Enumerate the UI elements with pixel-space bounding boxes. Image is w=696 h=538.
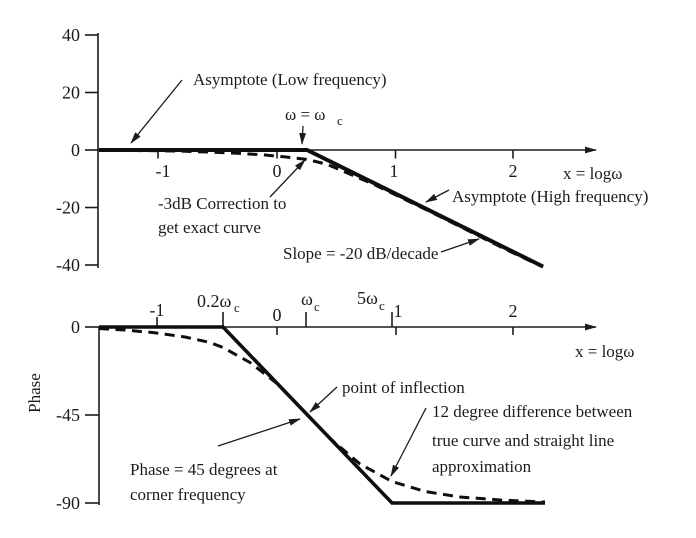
phase-x-label-02wc-sub: c <box>234 300 240 315</box>
mag-arrow-asymptote-low <box>130 79 183 144</box>
mag-y-label-20: 20 <box>62 83 80 103</box>
phase-true-curve-dashed <box>98 327 546 504</box>
mag-y-label-0: 0 <box>71 140 80 160</box>
phase-arrow-45deg <box>217 418 301 447</box>
phase-arrow-12deg <box>390 407 427 477</box>
mag-ann-slope: Slope = -20 dB/decade <box>283 244 438 263</box>
mag-ann-correction-1: -3dB Correction to <box>158 194 286 213</box>
phase-approx-solid <box>99 325 545 505</box>
phase-x-label-5wc-sub: c <box>379 298 385 313</box>
mag-x-label-0: 0 <box>273 161 282 181</box>
mag-ann-omega-eq: ω = ω <box>285 105 325 124</box>
phase-x-label-1: 1 <box>394 301 403 321</box>
mag-y-label-40: 40 <box>62 25 80 45</box>
phase-x-label-2: 2 <box>509 301 518 321</box>
phase-ann-45deg-2: corner frequency <box>130 485 246 504</box>
mag-ann-asymptote-high: Asymptote (High frequency) <box>452 187 648 206</box>
phase-ann-12deg-3: approximation <box>432 457 532 476</box>
mag-arrow-correction <box>269 159 306 198</box>
phase-plot: 0 -45 -90 Phase -1 0.2ω c 0 ω c 5ω c 1 2… <box>25 288 635 513</box>
mag-x-label-2: 2 <box>509 161 518 181</box>
mag-y-label-m20: -20 <box>56 198 80 218</box>
phase-ann-12deg-2: true curve and straight line <box>432 431 614 450</box>
mag-asymptote-solid <box>99 148 544 269</box>
phase-x-label-wc: ω <box>301 289 313 309</box>
phase-arrow-inflection <box>309 386 338 413</box>
phase-x-label-5wc: 5ω <box>357 288 378 308</box>
mag-ann-asymptote-low: Asymptote (Low frequency) <box>193 70 387 89</box>
phase-y-axis-title: Phase <box>25 373 44 413</box>
phase-x-label-wc-sub: c <box>314 299 320 314</box>
phase-x-label-0: 0 <box>273 305 282 325</box>
mag-arrow-omega-c <box>299 125 307 145</box>
mag-arrow-asymptote-high <box>425 189 450 203</box>
mag-x-label-1: 1 <box>390 161 399 181</box>
phase-ann-45deg-1: Phase = 45 degrees at <box>130 460 278 479</box>
magnitude-plot: 40 20 0 -20 -40 -1 0 1 2 x = logω Asympt… <box>56 25 648 275</box>
mag-y-label-m40: -40 <box>56 255 80 275</box>
phase-ann-12deg-1: 12 degree difference between <box>432 402 633 421</box>
phase-x-axis-title: x = logω <box>575 342 635 361</box>
phase-x-label-02wc: 0.2ω <box>197 291 232 311</box>
mag-ann-correction-2: get exact curve <box>158 218 261 237</box>
phase-y-label-m45: -45 <box>56 405 80 425</box>
mag-ann-omega-sub: c <box>337 113 343 128</box>
mag-x-label-m1: -1 <box>156 161 171 181</box>
mag-arrow-slope <box>440 238 480 253</box>
phase-ann-inflection: point of inflection <box>342 378 465 397</box>
phase-y-label-m90: -90 <box>56 493 80 513</box>
mag-x-axis-title: x = logω <box>563 164 623 183</box>
phase-x-label-m1: -1 <box>150 300 165 320</box>
phase-y-label-0: 0 <box>71 317 80 337</box>
